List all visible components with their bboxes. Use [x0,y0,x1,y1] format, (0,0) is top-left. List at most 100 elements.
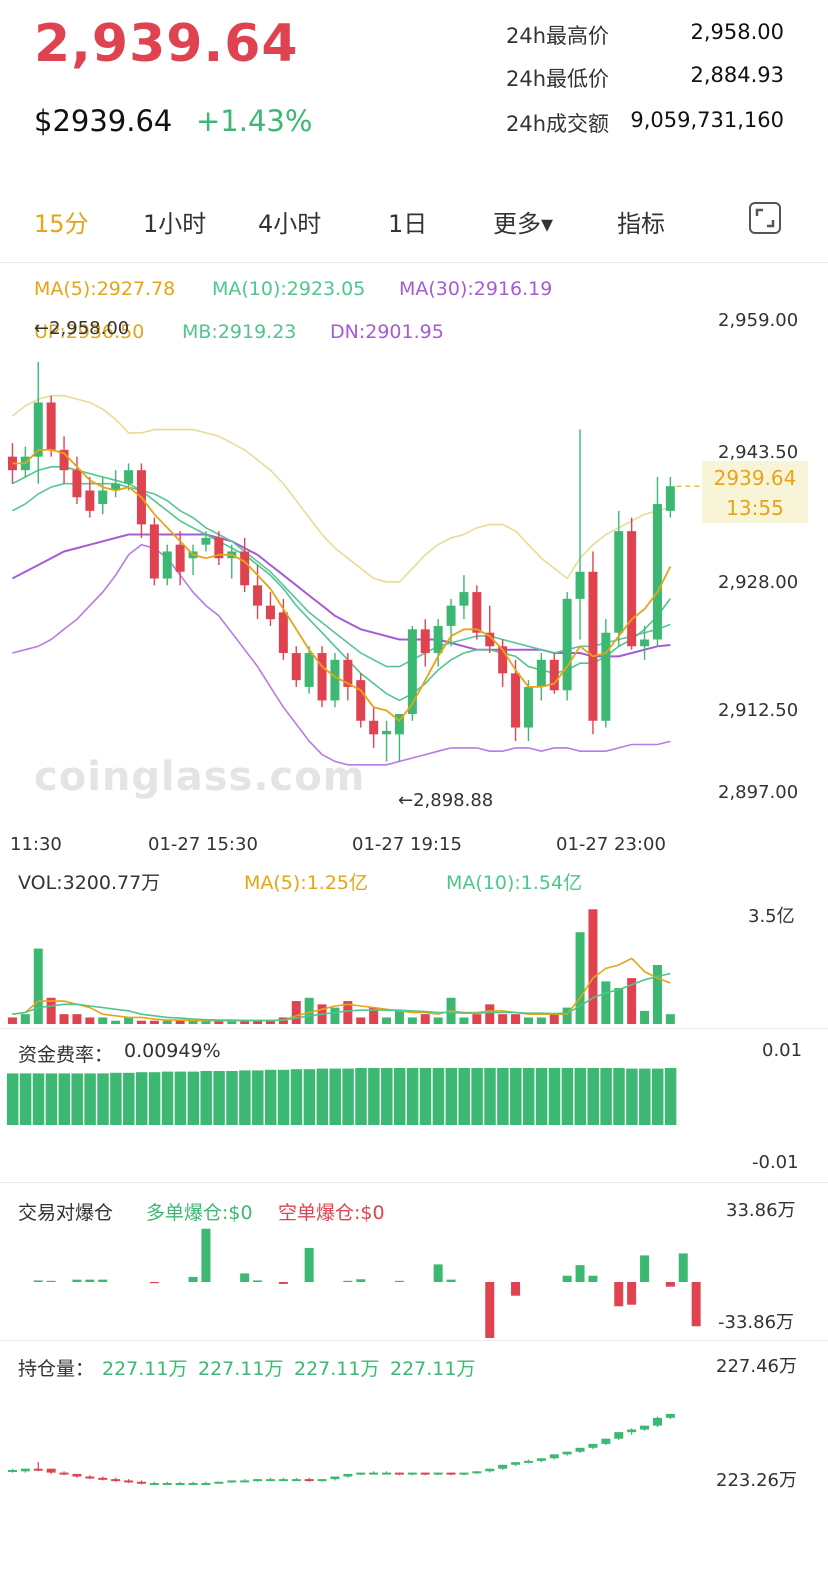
volume-bar [201,1020,211,1024]
funding-rate-bar [135,1072,148,1125]
funding-rate-bar [651,1068,664,1125]
volume-bar [72,1014,82,1024]
funding-rate-bar [187,1071,200,1125]
volume-bar [343,1001,353,1024]
volume-bar [407,1017,417,1024]
liquidation-bar [640,1255,650,1282]
funding-rate-label: 资金费率： [18,1044,114,1066]
funding-rate-bar [626,1068,638,1125]
liquidation-bar [46,1280,56,1283]
candle-body [382,730,392,735]
volume-bar [175,1020,185,1024]
open-interest-value: 227.11万 [198,1358,284,1380]
oi-candle-body [304,1479,314,1482]
funding-y-tick: 0.01 [762,1040,803,1061]
boll-dn-line [12,543,671,766]
usd-price: $2939.64 [34,104,173,138]
funding-rate-bar [355,1068,367,1125]
funding-rate-bar [303,1069,316,1125]
oi-candle-body [214,1481,224,1484]
funding-rate-bar [393,1068,406,1125]
oi-candle-body [601,1438,611,1444]
funding-rate-bar [45,1073,58,1125]
candle-body [472,592,482,633]
boll-mb-line [12,482,671,668]
funding-rate-bar [6,1073,19,1125]
volume-bar [240,1020,250,1024]
candle-body [278,612,288,654]
funding-rate-bar [381,1068,393,1125]
oi-candle-body [20,1468,30,1472]
volume-bar [136,1020,146,1024]
funding-rate-bar [19,1073,32,1125]
candle-body [175,544,185,572]
candle-body [111,483,121,491]
tab-4h[interactable]: 4小时 [258,210,322,238]
fullscreen-icon[interactable] [749,202,781,234]
ma5-line [12,448,672,723]
candle-body [652,504,662,640]
liquidation-bar [588,1275,598,1282]
liquidation-bar [72,1279,82,1282]
vol-y-tick: 3.5亿 [748,906,795,927]
candle-body [485,632,495,647]
tab-more[interactable]: 更多▾ [493,210,554,238]
candle-body [356,680,366,721]
volume-bar [433,1017,443,1024]
volume-bar [394,1010,404,1024]
volume-bar [459,1017,469,1024]
oi-candle-body [317,1479,327,1482]
liquidation-bar [485,1282,495,1338]
stat-label-low: 24h最低价 [506,67,610,91]
boll-up-label: UP:2936.50 [34,321,145,343]
funding-rate-bar [406,1068,419,1125]
tab-15m[interactable]: 15分 [34,210,89,238]
volume-bar [162,1020,172,1024]
candle-body [588,571,598,721]
oi-candle-body [627,1429,637,1433]
oi-y-tick: 227.46万 [716,1356,797,1377]
ma5-label: MA(5):2927.78 [34,278,176,300]
countdown: 13:55 [726,496,784,520]
candle-body [601,632,611,721]
funding-rate-bar [58,1073,71,1125]
liquidation-y-tick: -33.86万 [718,1312,795,1333]
ticker-header: 2,939.64 $2939.64 +1.43% 24h最高价 2,958.00… [0,0,828,170]
oi-candle-body [588,1443,598,1448]
liquidation-bar [511,1282,521,1296]
volume-bar [291,1001,301,1024]
candle-body [407,629,417,714]
change-percent: +1.43% [196,104,313,138]
funding-rate-bar [419,1068,432,1125]
oi-candle-body [188,1483,198,1486]
candle-body [511,673,521,728]
liquidation-label: 交易对爆仓 [18,1202,114,1224]
liquidation-bar [575,1265,585,1282]
stat-value-turnover: 9,059,731,160 [630,108,784,132]
volume-bar [523,1017,533,1024]
tab-1h[interactable]: 1小时 [143,210,207,238]
oi-candle-body [523,1460,533,1463]
oi-candle-body [7,1470,17,1472]
funding-rate-bar [535,1068,548,1125]
candle-body [459,592,469,606]
oi-candle-body [640,1425,650,1430]
tab-1d[interactable]: 1日 [388,210,428,238]
funding-rate-bar [252,1070,264,1125]
volume-bar [369,1007,379,1024]
volume-bar [227,1020,237,1024]
liquidation-bar [627,1282,637,1305]
ma30-label: MA(30):2916.19 [399,278,553,300]
last-price-tag-value: 2939.64 [713,466,797,490]
oi-candle-body [265,1479,275,1482]
last-price: 2,939.64 [34,14,299,74]
ma10-line [12,465,672,702]
funding-rate-bar [445,1068,458,1125]
funding-rate-bar [368,1068,380,1125]
tab-indicators[interactable]: 指标 [617,210,665,238]
funding-rate-bar [329,1068,341,1125]
oi-candle-body [149,1483,159,1486]
boll-dn-label: DN:2901.95 [330,321,444,343]
funding-rate-value: 0.00949% [124,1040,221,1062]
